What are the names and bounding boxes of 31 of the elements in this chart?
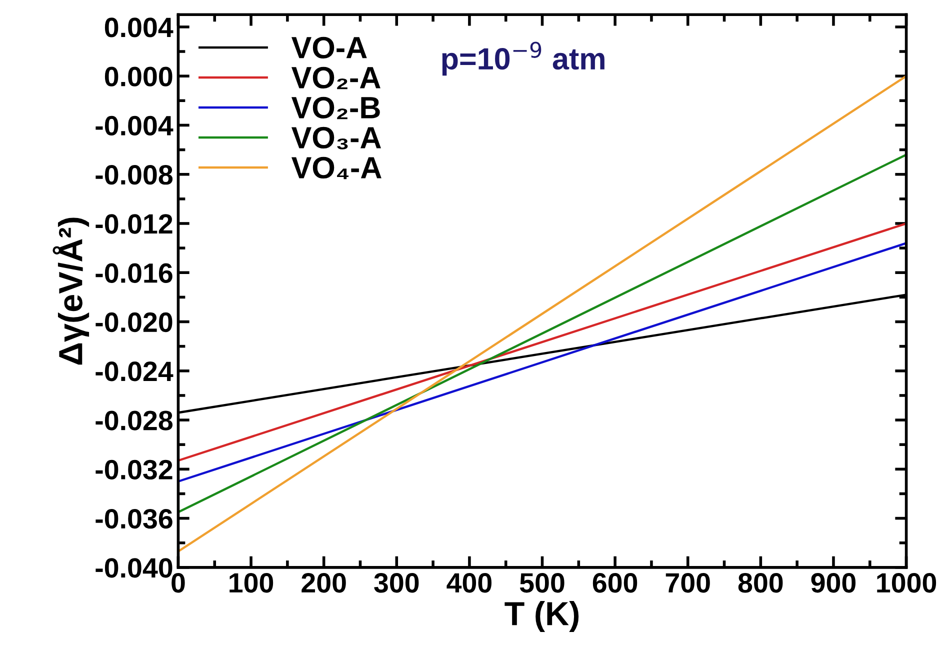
legend-label: VO₂-B — [291, 96, 380, 120]
x-tick-label: 100 — [230, 573, 274, 593]
y-axis-title: Δγ(eV/Å²) — [52, 218, 90, 365]
legend-label: VO₃-A — [291, 126, 381, 150]
x-tick-label: 800 — [738, 573, 783, 593]
annotation: p=10$^{−9}$ atm — [442, 42, 604, 76]
legend-label: VO₄-A — [291, 156, 382, 180]
y-tick-label: -0.032 — [96, 460, 172, 480]
y-tick-label: -0.004 — [96, 116, 174, 136]
legend-label: VO-A — [291, 36, 367, 58]
y-tick-label: -0.024 — [96, 362, 174, 382]
x-tick-label: 0 — [172, 573, 185, 593]
y-tick-label: -0.036 — [96, 508, 172, 529]
y-tick-label: -0.020 — [96, 312, 172, 332]
y-tick-label: -0.040 — [96, 558, 172, 578]
x-tick-label: 400 — [446, 573, 492, 593]
legend-label: VO₂-A — [291, 66, 380, 90]
x-tick-label: 200 — [302, 573, 346, 593]
x-tick-label: 700 — [666, 573, 710, 593]
y-tick-label: -0.008 — [96, 165, 173, 185]
y-tick-label: -0.016 — [96, 263, 172, 283]
y-tick-label: 0.004 — [104, 18, 174, 38]
x-axis-title: T (K) — [504, 600, 579, 632]
x-tick-label: 900 — [811, 573, 856, 593]
x-tick-label: 300 — [374, 573, 419, 593]
y-tick-label: -0.028 — [96, 410, 173, 430]
y-tick-label: 0.000 — [104, 66, 172, 86]
x-tick-label: 600 — [592, 573, 638, 593]
x-tick-label: 500 — [520, 573, 564, 593]
y-tick-label: -0.012 — [96, 214, 172, 234]
x-tick-label: 1000 — [877, 573, 936, 593]
